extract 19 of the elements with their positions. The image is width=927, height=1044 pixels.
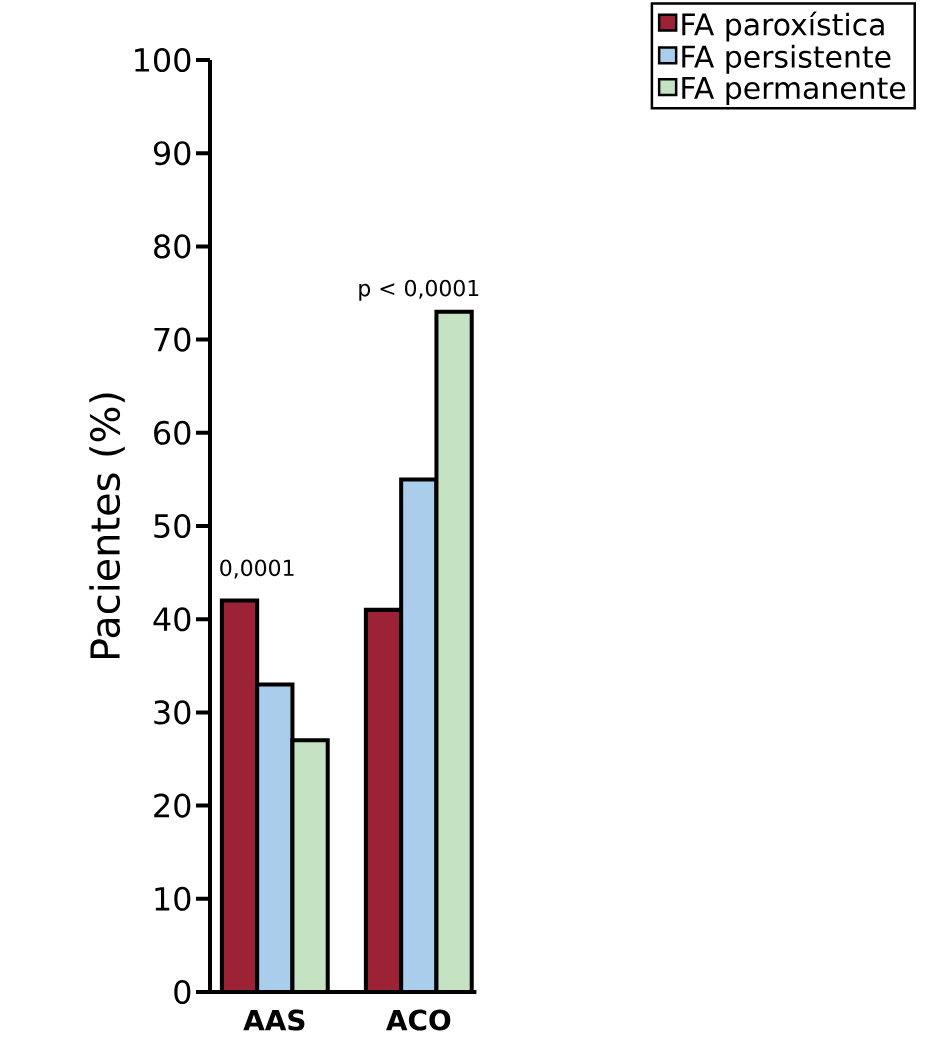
y-tick-label: 70	[154, 327, 191, 352]
legend-label: FA paroxística	[682, 11, 884, 42]
legend-label: FA persistente	[682, 44, 891, 74]
y-axis-title: Pacientes (%)	[89, 393, 125, 659]
x-tick-label: ACO	[386, 1009, 451, 1031]
y-tick-label: 30	[154, 700, 191, 725]
y-tick-label: 90	[153, 141, 191, 166]
legend-label: FA permanente	[682, 77, 906, 106]
annotation: 0,0001	[220, 559, 294, 579]
y-tick-label: 40	[153, 607, 191, 632]
y-tick-label: 20	[154, 793, 191, 818]
y-tick-label: 60	[154, 420, 191, 445]
y-tick-label: 100	[135, 47, 191, 73]
x-tick-label: AAS	[243, 1009, 305, 1031]
annotation: p < 0,0001	[359, 279, 479, 301]
y-tick-label: 80	[154, 234, 191, 259]
y-tick-label: 50	[154, 513, 191, 539]
y-tick-label: 10	[155, 886, 191, 911]
y-tick-label: 0	[174, 979, 191, 1005]
